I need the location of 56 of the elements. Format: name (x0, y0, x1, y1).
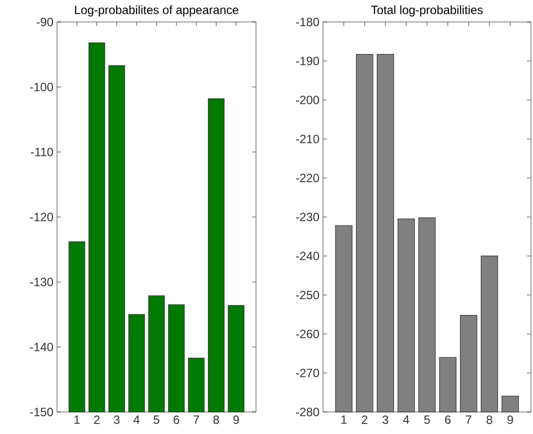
y-tick-label: -250 (296, 290, 320, 300)
y-tick-label: -260 (296, 330, 320, 338)
chart-title: Log-probabilites of appearance (75, 5, 238, 16)
x-tick-label: 9 (233, 416, 239, 424)
x-tick-label: 7 (466, 416, 472, 424)
x-tick-label: 2 (94, 416, 100, 424)
y-tick-label: -130 (30, 278, 54, 286)
bar (418, 217, 436, 412)
x-tick-label: 4 (403, 416, 410, 424)
x-tick-label: 9 (507, 416, 513, 424)
y-tick-label: -190 (296, 56, 320, 66)
y-tick-label: -140 (30, 342, 54, 352)
y-tick-label: -180 (296, 18, 320, 26)
bar (502, 396, 519, 412)
x-tick-label: 1 (74, 416, 80, 424)
x-tick-label: 5 (424, 416, 430, 424)
y-tick-label: -120 (30, 212, 54, 222)
chart-title: Total log-probabilities (371, 5, 483, 16)
x-tick-label: 5 (154, 416, 160, 424)
bar (108, 65, 125, 412)
bar (188, 358, 205, 412)
y-tick-label: -210 (296, 134, 320, 144)
y-tick-label: -200 (296, 96, 320, 104)
bar (208, 98, 224, 412)
x-tick-label: 8 (213, 416, 219, 424)
bar (128, 314, 145, 412)
y-tick-label: -150 (30, 408, 54, 416)
y-tick-label: -220 (296, 174, 320, 182)
y-tick-label: -110 (30, 148, 54, 156)
x-tick-label: 6 (174, 416, 180, 424)
bar (68, 241, 86, 412)
bar (335, 225, 352, 412)
x-tick-label: 6 (445, 416, 451, 424)
x-tick-label: 8 (486, 416, 492, 424)
bar (376, 54, 394, 412)
bar (356, 54, 374, 412)
bar (480, 256, 498, 412)
bar (88, 42, 106, 412)
bar (460, 314, 478, 412)
x-tick-label: 4 (134, 416, 140, 424)
y-tick-label: -270 (296, 368, 320, 378)
y-tick-label: -280 (296, 408, 320, 416)
x-tick-label: 3 (382, 416, 388, 424)
bar (168, 304, 185, 412)
x-tick-label: 3 (114, 416, 120, 424)
bar (148, 295, 165, 412)
x-tick-label: 1 (341, 416, 347, 424)
y-tick-label: -90 (36, 18, 54, 26)
x-tick-label: 7 (194, 416, 200, 424)
x-tick-label: 2 (362, 416, 368, 424)
y-tick-label: -240 (296, 252, 320, 260)
bar (228, 305, 244, 412)
bar (398, 218, 415, 412)
bar (439, 357, 456, 412)
y-tick-label: -230 (296, 212, 320, 222)
y-tick-label: -100 (30, 82, 54, 92)
